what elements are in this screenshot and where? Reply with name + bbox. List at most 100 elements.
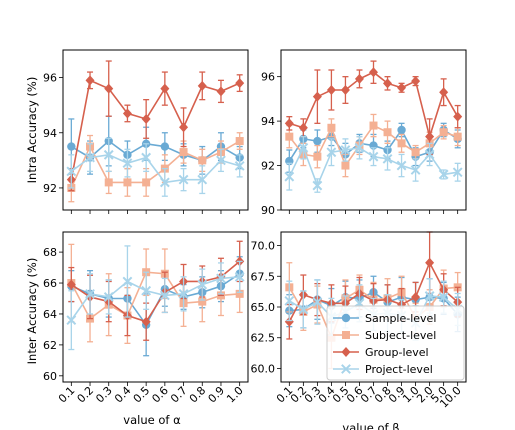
- data-point: [85, 75, 95, 86]
- data-point: [313, 136, 322, 146]
- data-point: [141, 316, 151, 327]
- data-point: [397, 139, 406, 148]
- data-point: [453, 132, 462, 141]
- legend-entry: Sample-level: [333, 312, 436, 325]
- panel-intra-beta: 90 92 94 96: [261, 49, 467, 217]
- y-tick-label: 96: [43, 72, 57, 85]
- data-point: [411, 76, 421, 87]
- y-axis-label-intra: Intra Accuracy (%): [25, 77, 39, 184]
- data-point: [104, 178, 113, 187]
- y-tick-label: 92: [43, 182, 57, 195]
- data-point: [197, 279, 208, 290]
- data-point: [198, 297, 207, 306]
- y-tick-label: 68: [43, 246, 57, 259]
- legend-marker: [341, 347, 351, 357]
- data-point: [284, 316, 294, 327]
- data-point: [382, 153, 393, 164]
- data-point: [142, 178, 151, 187]
- y-tick-label: 67.5: [251, 270, 276, 283]
- data-point: [122, 276, 133, 287]
- data-point: [354, 73, 364, 84]
- series-subject: [67, 132, 244, 203]
- data-point: [85, 288, 95, 299]
- data-point: [340, 85, 350, 95]
- data-point: [453, 111, 463, 122]
- data-point: [235, 289, 244, 298]
- legend-label: Project-level: [365, 363, 433, 376]
- y-tick-label: 60: [43, 370, 57, 383]
- data-point: [122, 108, 132, 119]
- data-point: [439, 87, 449, 98]
- data-point: [298, 304, 309, 315]
- data-point: [179, 122, 189, 133]
- data-point: [284, 171, 295, 182]
- x-tick-label: 0.4: [112, 384, 134, 406]
- x-axis-label-beta: value of β: [342, 421, 399, 430]
- data-point: [216, 273, 226, 284]
- series-line: [70, 140, 241, 162]
- data-point: [298, 122, 308, 133]
- data-point: [452, 167, 463, 178]
- data-point: [66, 166, 77, 177]
- y-tick-label: 70.0: [251, 240, 276, 253]
- data-point: [397, 82, 407, 93]
- data-point: [341, 161, 350, 170]
- data-point: [141, 152, 152, 163]
- data-point: [438, 169, 449, 180]
- data-point: [312, 180, 323, 191]
- data-point: [178, 288, 189, 299]
- legend-entry: Group-level: [333, 346, 429, 359]
- data-point: [354, 142, 365, 153]
- data-point: [326, 147, 337, 158]
- data-point: [312, 91, 322, 102]
- x-tick-label: 0.7: [168, 384, 190, 406]
- y-tick-label: 62: [43, 339, 57, 352]
- series-line: [70, 79, 240, 180]
- data-point: [103, 292, 114, 302]
- x-tick-label: 0.5: [131, 384, 153, 406]
- data-point: [66, 315, 77, 326]
- data-point: [141, 285, 152, 296]
- data-point: [383, 128, 392, 137]
- data-point: [178, 174, 189, 185]
- y-tick-label: 64: [43, 308, 57, 321]
- data-point: [234, 160, 245, 171]
- legend-label: Subject-level: [365, 329, 436, 342]
- data-point: [198, 156, 207, 165]
- data-point: [284, 295, 295, 306]
- data-point: [66, 279, 76, 290]
- series-project: [66, 245, 245, 351]
- y-axis-label-inter: Inter Accuracy (%): [25, 258, 39, 365]
- data-point: [285, 132, 294, 141]
- y-tick-label: 66: [43, 277, 57, 290]
- legend-label: Sample-level: [365, 312, 436, 325]
- data-point: [197, 174, 208, 185]
- legend-entry: Project-level: [333, 363, 433, 376]
- y-tick-label: 62.5: [251, 332, 276, 345]
- data-point: [396, 160, 407, 171]
- series-project: [66, 137, 245, 197]
- data-point: [340, 145, 351, 155]
- x-axis-label-alpha: value of α: [123, 413, 181, 427]
- data-point: [216, 86, 226, 97]
- legend-marker: [341, 313, 351, 323]
- data-point: [424, 149, 435, 160]
- series-line: [70, 276, 240, 321]
- x-tick-label: 0.3: [93, 384, 115, 406]
- series-line: [70, 271, 240, 320]
- legend: Sample-level Subject-level Group-level Proj…: [326, 305, 465, 381]
- data-point: [383, 78, 393, 89]
- axes-frame: [280, 49, 467, 211]
- series-line: [70, 260, 241, 323]
- legend-marker: [341, 364, 351, 374]
- y-tick-label: 92: [261, 160, 275, 173]
- data-point: [160, 83, 170, 94]
- axes-frame: [62, 231, 249, 383]
- data-point: [397, 125, 406, 135]
- data-point: [313, 152, 322, 161]
- data-point: [369, 121, 378, 130]
- x-tick-label: 1.0: [224, 384, 246, 406]
- series-project: [284, 136, 463, 193]
- data-point: [141, 113, 151, 124]
